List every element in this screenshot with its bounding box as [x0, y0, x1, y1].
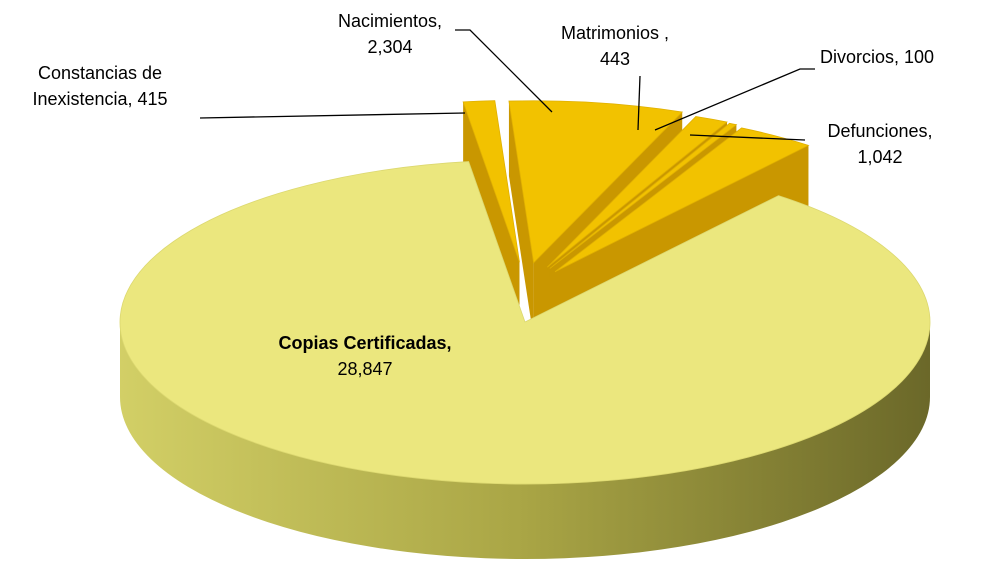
slice: [508, 100, 684, 264]
value-label: 1,042: [857, 147, 903, 167]
leader-line: [199, 112, 466, 119]
slice: [554, 127, 810, 273]
category-name: Constancias de Inexistencia,: [32, 63, 163, 109]
category-name: Divorcios,: [820, 47, 900, 67]
slice-label: Defunciones, 1,042: [795, 118, 965, 170]
slice: [549, 122, 738, 269]
category-name: Matrimonios ,: [560, 23, 670, 43]
value-label: 2,304: [367, 37, 413, 57]
category-name: Nacimientos,: [337, 11, 443, 31]
slice-side: [120, 322, 930, 559]
category-name: Defunciones,: [827, 121, 933, 141]
value-label: 28,847: [337, 359, 393, 379]
leader-line: [455, 29, 553, 113]
leader-line: [689, 134, 806, 141]
slice-label: Divorcios, 100: [820, 44, 980, 70]
leader-line: [654, 68, 815, 131]
leader-line: [637, 75, 641, 131]
category-name: Copias Certificadas,: [278, 333, 452, 353]
value-label: 415: [137, 89, 168, 109]
slice-label: Matrimonios , 443: [535, 20, 695, 72]
slice-label: Constancias de Inexistencia, 415: [0, 60, 200, 112]
slice: [119, 161, 931, 485]
slice: [547, 116, 728, 268]
slice: [462, 100, 520, 263]
slice-label: Copias Certificadas, 28,847: [265, 330, 465, 382]
slice-wall: [508, 101, 534, 338]
slice-label: Nacimientos, 2,304: [310, 8, 470, 60]
value-label: 100: [904, 47, 935, 67]
value-label: 443: [599, 49, 631, 69]
